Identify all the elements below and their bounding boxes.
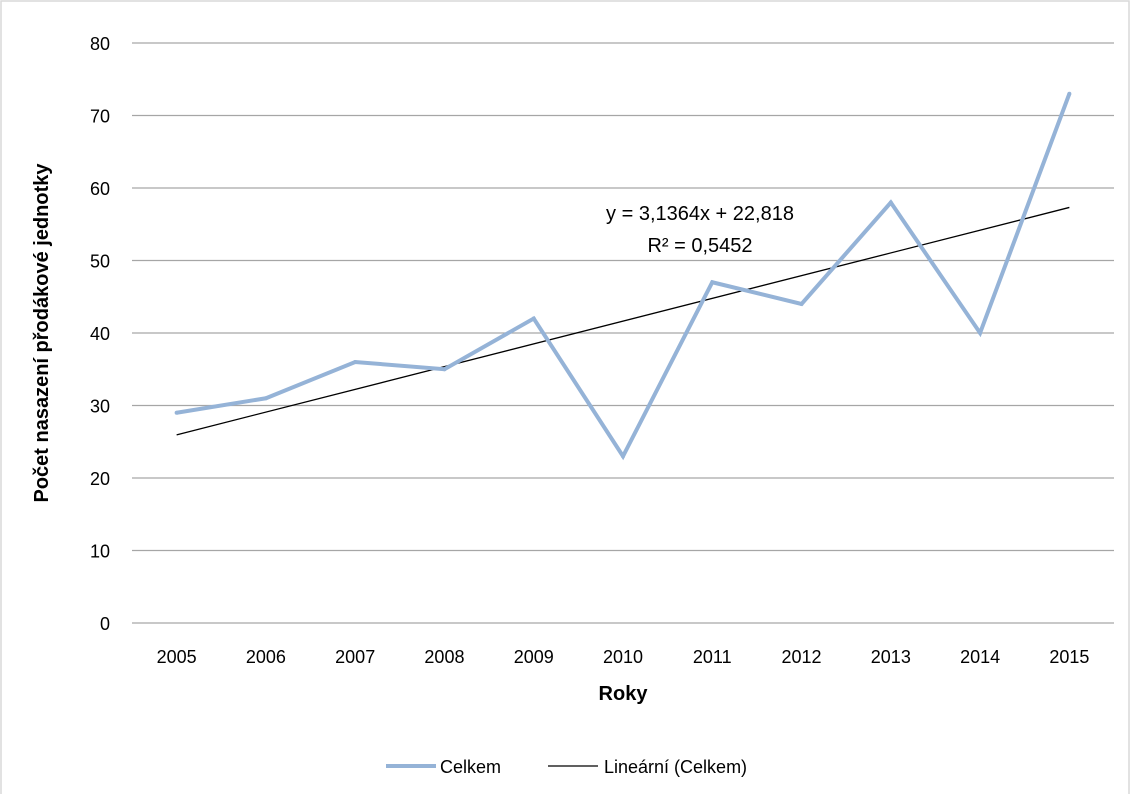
- y-tick-label-80: 80: [90, 34, 110, 54]
- x-axis-label: Roky: [599, 683, 649, 705]
- data-point-2010: [621, 454, 625, 459]
- data-point-2007: [353, 360, 358, 364]
- y-tick-labels: 0 10 20 30 40 50 60 70 80: [90, 34, 110, 634]
- x-tick-label-2010: 2010: [603, 647, 643, 667]
- y-axis-label: Počet nasazení přodákové jednotky: [31, 163, 53, 503]
- trend-r-squared: R² = 0,5452: [647, 235, 752, 257]
- data-point-2006: [263, 396, 268, 401]
- trendline-group: [176, 206, 1070, 436]
- series-group: [174, 91, 1072, 461]
- x-tick-label-2011: 2011: [693, 647, 732, 667]
- data-point-2015: [1067, 91, 1072, 96]
- data-point-2012: [799, 302, 804, 306]
- data-point-2005: [174, 410, 179, 415]
- legend-label-celkem: Celkem: [440, 757, 501, 777]
- x-tick-label-2015: 2015: [1049, 647, 1089, 667]
- trendline: [176, 206, 1070, 436]
- x-tick-labels: 2005 2006 2007 2008 2009 2010 2011 2012 2013 2014…: [157, 647, 1090, 667]
- data-point-2008: [442, 367, 447, 372]
- legend-label-trend: Lineární (Celkem): [604, 757, 747, 777]
- y-tick-label-0: 0: [100, 614, 110, 634]
- legend: Celkem Lineární (Celkem): [386, 757, 747, 777]
- y-tick-label-70: 70: [90, 107, 110, 127]
- y-tick-label-40: 40: [90, 324, 110, 344]
- data-point-2009: [531, 316, 536, 321]
- x-tick-label-2013: 2013: [871, 647, 911, 667]
- data-point-2014: [978, 331, 983, 335]
- x-tick-label-2006: 2006: [246, 647, 286, 667]
- series-line-celkem: [176, 93, 1072, 461]
- y-tick-label-30: 30: [90, 397, 110, 417]
- data-point-2013: [888, 200, 893, 205]
- x-tick-label-2012: 2012: [782, 647, 822, 667]
- x-tick-label-2014: 2014: [960, 647, 1000, 667]
- trend-equation: y = 3,1364x + 22,818: [606, 203, 794, 225]
- gridlines: [132, 42, 1114, 624]
- x-tick-label-2007: 2007: [335, 647, 375, 667]
- y-tick-label-50: 50: [90, 252, 110, 272]
- x-tick-label-2008: 2008: [424, 647, 464, 667]
- y-tick-label-60: 60: [90, 179, 110, 199]
- data-point-2011: [710, 280, 715, 285]
- x-tick-label-2009: 2009: [514, 647, 554, 667]
- y-tick-label-20: 20: [90, 469, 110, 489]
- x-tick-label-2005: 2005: [157, 647, 197, 667]
- y-tick-label-10: 10: [90, 542, 110, 562]
